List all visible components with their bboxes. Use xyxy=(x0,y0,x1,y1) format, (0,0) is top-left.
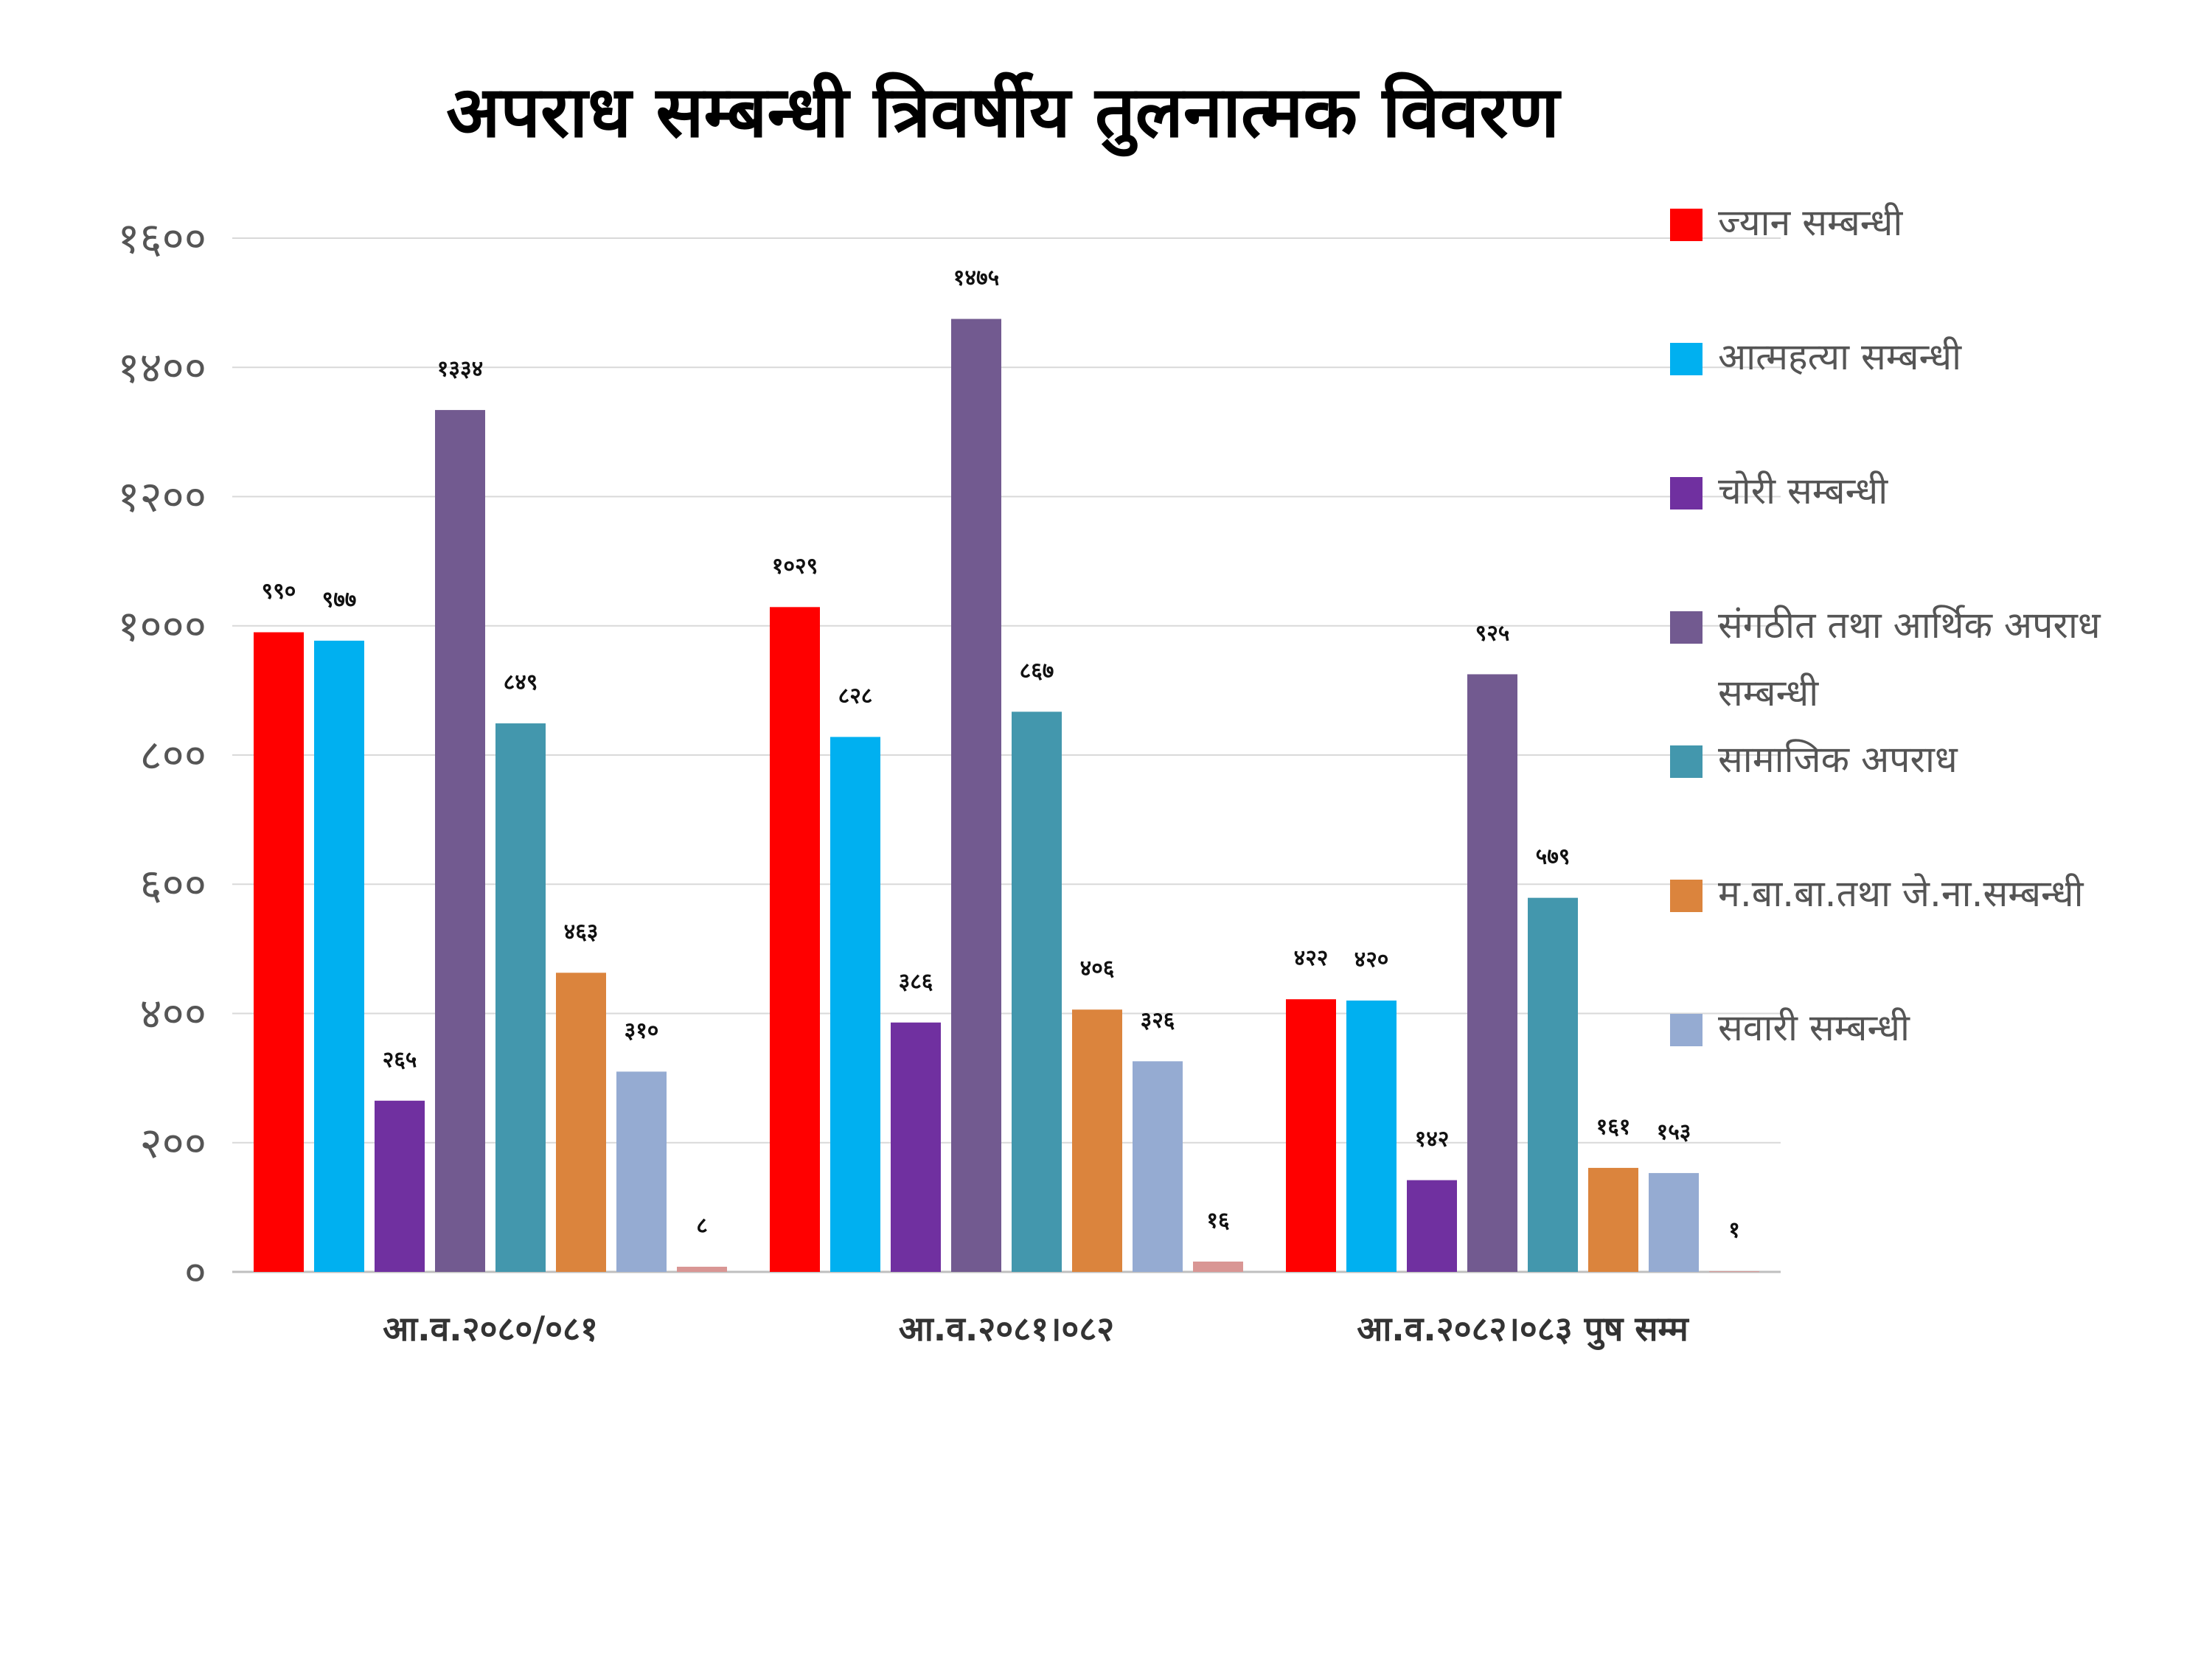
bar xyxy=(1709,1271,1759,1273)
data-label: १४२ xyxy=(1415,1127,1450,1152)
legend-swatch xyxy=(1670,477,1703,509)
chart-title: अपराध सम्बन्धी त्रिवर्षीय तुलनात्मक विवर… xyxy=(446,71,1562,157)
y-tick-label: १२०० xyxy=(117,472,206,522)
bar xyxy=(770,607,820,1272)
bar xyxy=(1407,1180,1457,1272)
y-tick-label: १६०० xyxy=(117,213,206,263)
data-label: ९९० xyxy=(262,579,296,605)
bar xyxy=(1193,1261,1243,1272)
bar xyxy=(1467,674,1517,1272)
data-label: १४७५ xyxy=(953,265,999,291)
bar xyxy=(495,723,546,1272)
gridlines xyxy=(232,237,1781,1273)
data-label: ५७९ xyxy=(1536,844,1571,870)
data-label: ८ xyxy=(696,1213,708,1239)
legend-label: ज्यान सम्बन्धी xyxy=(1718,201,1903,244)
legend-swatch xyxy=(1670,1014,1703,1046)
data-labels: ९९० ९७७ २६५ १३३४ ८४९ ४६३ ३१० ८ १०२९ ८२८ ३८६ १४७५ ८६७… xyxy=(262,265,1740,1244)
y-tick-label: ८०० xyxy=(140,730,206,780)
data-label: ३८६ xyxy=(899,969,933,995)
bar xyxy=(1588,1167,1638,1272)
bar xyxy=(951,319,1001,1272)
x-tick-label: आ.व.२०८०/०८१ xyxy=(383,1309,598,1349)
data-label: ८६७ xyxy=(1020,658,1054,684)
legend-swatch xyxy=(1670,209,1703,241)
bar xyxy=(314,640,364,1272)
data-label: १५३ xyxy=(1657,1119,1691,1145)
x-tick-label: आ.व.२०८१।०८२ xyxy=(899,1309,1114,1349)
data-label: ४२२ xyxy=(1294,945,1329,971)
bar xyxy=(1286,999,1336,1272)
y-tick-label: ४०० xyxy=(140,989,206,1039)
bar xyxy=(1072,1009,1122,1272)
data-label: २६५ xyxy=(383,1047,417,1073)
bars xyxy=(254,319,1759,1273)
legend-label: सामाजिक अपराध xyxy=(1718,738,1958,781)
data-label: ३२६ xyxy=(1141,1007,1175,1033)
data-label: ८२८ xyxy=(838,683,873,709)
data-label: ४६३ xyxy=(564,919,599,945)
data-label: ३१० xyxy=(625,1018,659,1043)
data-label: १३३४ xyxy=(437,356,483,382)
bar xyxy=(830,737,880,1272)
legend-label: आत्महत्या सम्बन्धी xyxy=(1718,335,1962,378)
y-tick-label: १००० xyxy=(117,601,206,651)
bar xyxy=(616,1071,667,1272)
bar xyxy=(891,1022,941,1272)
y-tick-label: २०० xyxy=(140,1118,206,1168)
x-axis: आ.व.२०८०/०८१ आ.व.२०८१।०८२ आ.व.२०८२।०८३ पुष… xyxy=(383,1309,1689,1351)
legend-label: सवारी सम्बन्धी xyxy=(1718,1006,1910,1049)
y-tick-label: ६०० xyxy=(140,859,206,909)
legend-label: संगठीत तथा आर्थिक अपराध सम्बन्धी xyxy=(1718,604,2101,714)
legend-swatch xyxy=(1670,611,1703,644)
bar xyxy=(1346,1000,1397,1272)
legend-swatch xyxy=(1670,343,1703,375)
bar xyxy=(1133,1061,1183,1272)
bar xyxy=(1649,1172,1699,1272)
x-tick-label: आ.व.२०८२।०८३ पुष सम्म xyxy=(1357,1309,1689,1351)
legend-swatch xyxy=(1670,880,1703,912)
bar xyxy=(677,1266,727,1272)
bar xyxy=(1012,712,1062,1272)
data-label: ९७७ xyxy=(322,587,357,613)
y-tick-label: ० xyxy=(184,1247,206,1297)
data-label: ४२० xyxy=(1354,947,1389,973)
bar xyxy=(435,410,485,1272)
bar xyxy=(556,973,606,1272)
data-label: १०२९ xyxy=(772,553,818,579)
bar xyxy=(1528,897,1578,1272)
data-label: ४०६ xyxy=(1080,956,1115,981)
legend-swatch xyxy=(1670,745,1703,778)
data-label: १६ xyxy=(1206,1208,1229,1234)
data-label: ८४९ xyxy=(504,669,538,695)
y-axis: ० २०० ४०० ६०० ८०० १००० १२०० १४०० १६०० xyxy=(117,213,206,1297)
legend-label: म.बा.बा.तथा जे.ना.सम्बन्धी xyxy=(1718,872,2084,915)
data-label: ९२५ xyxy=(1475,620,1510,646)
bar xyxy=(375,1100,425,1272)
bar xyxy=(254,632,304,1272)
y-tick-label: १४०० xyxy=(117,342,206,392)
legend: ज्यान सम्बन्धी आत्महत्या सम्बन्धी चोरी सम्… xyxy=(1670,201,2101,1049)
data-label: १ xyxy=(1728,1217,1740,1243)
data-label: १६१ xyxy=(1596,1114,1631,1140)
legend-label: चोरी सम्बन्धी xyxy=(1718,470,1888,512)
